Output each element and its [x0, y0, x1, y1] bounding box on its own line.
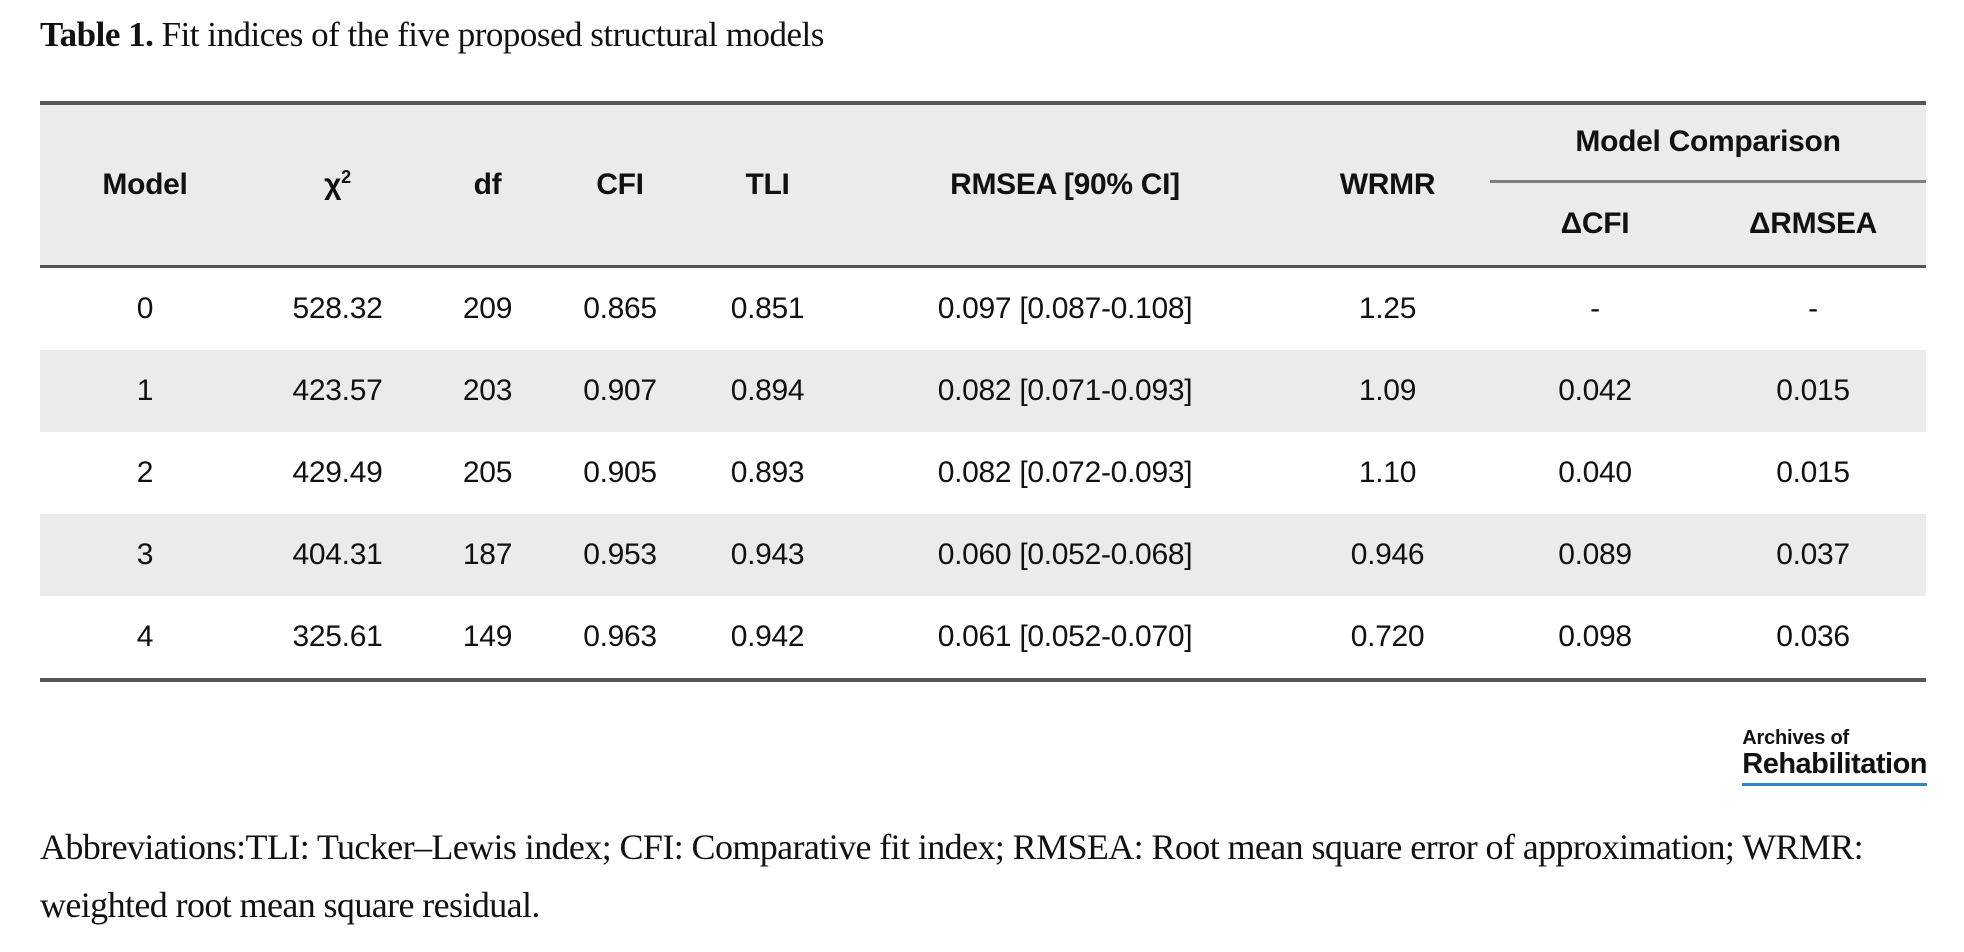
cell-cfi: 0.953: [583, 537, 657, 571]
cell-chi2: 528.32: [292, 291, 383, 325]
cell-df: 209: [462, 291, 513, 325]
cell-model: 1: [136, 373, 154, 407]
cell-dcfi: -: [1590, 291, 1600, 325]
chi-symbol: χ: [324, 167, 342, 201]
table-row: 2 429.49 205 0.905 0.893 0.082 [0.072-0.093] 1…: [40, 432, 1926, 514]
col-header-wrmr: WRMR: [1285, 103, 1490, 268]
col-header-chi2: χ2: [250, 103, 425, 268]
cell-chi2: 423.57: [292, 373, 383, 407]
cell-rmsea: 0.097 [0.087-0.108]: [937, 291, 1193, 325]
cell-rmsea: 0.061 [0.052-0.070]: [937, 619, 1193, 653]
cell-drmsea: 0.015: [1776, 455, 1850, 489]
cell-drmsea: -: [1808, 291, 1818, 325]
cell-df: 205: [462, 455, 513, 489]
abbreviations-note: Abbreviations:TLI: Tucker–Lewis index; C…: [40, 818, 1864, 934]
chi-superscript: 2: [341, 166, 351, 187]
cell-chi2: 429.49: [292, 455, 383, 489]
cell-tli: 0.851: [730, 291, 805, 325]
cell-dcfi: 0.042: [1558, 373, 1632, 407]
col-header-delta-cfi: ΔCFI: [1490, 181, 1700, 268]
table-body: 0 528.32 209 0.865 0.851 0.097 [0.087-0.108] 1…: [40, 266, 1926, 680]
col-header-rmsea: RMSEA [90% CI]: [845, 103, 1285, 268]
col-header-tli: TLI: [690, 103, 845, 268]
header-row-main: Model χ2 df CFI TLI RMSEA [90% CI] WRMR …: [40, 103, 1926, 268]
table-caption: Table 1. Fit indices of the five propose…: [40, 12, 824, 58]
cell-wrmr: 0.946: [1350, 537, 1425, 571]
table-row: 3 404.31 187 0.953 0.943 0.060 [0.052-0.068] 0…: [40, 513, 1926, 596]
cell-cfi: 0.865: [583, 291, 657, 325]
cell-rmsea: 0.082 [0.071-0.093]: [937, 373, 1193, 407]
cell-model: 4: [136, 619, 154, 653]
col-header-model-comparison: Model Comparison: [1490, 103, 1926, 183]
col-header-model: Model: [40, 103, 250, 268]
cell-dcfi: 0.089: [1558, 537, 1632, 571]
header-row-sub: ΔCFI ΔRMSEA: [40, 181, 1926, 268]
table-caption-text: Fit indices of the five proposed structu…: [153, 15, 825, 54]
cell-wrmr: 1.25: [1358, 291, 1417, 325]
cell-tli: 0.943: [730, 537, 805, 571]
cell-model: 3: [136, 537, 154, 571]
cell-df: 149: [462, 619, 513, 653]
table-caption-number: Table 1.: [40, 15, 154, 54]
journal-logo: Archives of Rehabilitation: [1742, 727, 1927, 786]
cell-cfi: 0.907: [583, 373, 657, 407]
cell-cfi: 0.905: [583, 455, 657, 489]
journal-logo-underline: [1742, 783, 1927, 786]
cell-drmsea: 0.015: [1776, 373, 1850, 407]
col-header-cfi: CFI: [550, 103, 690, 268]
cell-tli: 0.942: [730, 619, 805, 653]
col-header-delta-rmsea: ΔRMSEA: [1700, 181, 1926, 268]
cell-dcfi: 0.040: [1558, 455, 1632, 489]
table-header: Model χ2 df CFI TLI RMSEA [90% CI] WRMR …: [40, 103, 1926, 268]
cell-wrmr: 1.10: [1358, 455, 1417, 489]
cell-df: 187: [462, 537, 513, 571]
table-row: 4 325.61 149 0.963 0.942 0.061 [0.052-0.070] 0…: [40, 596, 1926, 680]
abbreviations-line-2: weighted root mean square residual.: [40, 885, 540, 925]
cell-tli: 0.894: [730, 373, 805, 407]
cell-model: 0: [136, 291, 154, 325]
fit-indices-table: Model χ2 df CFI TLI RMSEA [90% CI] WRMR …: [40, 101, 1926, 682]
col-header-df: df: [425, 103, 550, 268]
cell-wrmr: 0.720: [1350, 619, 1425, 653]
cell-rmsea: 0.060 [0.052-0.068]: [937, 537, 1193, 571]
cell-wrmr: 1.09: [1358, 373, 1417, 407]
cell-chi2: 404.31: [292, 537, 383, 571]
cell-rmsea: 0.082 [0.072-0.093]: [937, 455, 1193, 489]
cell-drmsea: 0.037: [1776, 537, 1850, 571]
abbreviations-line-1: Abbreviations:TLI: Tucker–Lewis index; C…: [40, 827, 1864, 867]
cell-df: 203: [462, 373, 513, 407]
cell-cfi: 0.963: [583, 619, 657, 653]
cell-chi2: 325.61: [292, 619, 383, 653]
cell-drmsea: 0.036: [1776, 619, 1850, 653]
cell-dcfi: 0.098: [1558, 619, 1632, 653]
table-row: 1 423.57 203 0.907 0.894 0.082 [0.071-0.093] 1…: [40, 349, 1926, 432]
cell-tli: 0.893: [730, 455, 805, 489]
table-row: 0 528.32 209 0.865 0.851 0.097 [0.087-0.108] 1…: [40, 266, 1926, 350]
cell-model: 2: [136, 455, 154, 489]
journal-logo-rehabilitation: Rehabilitation: [1742, 748, 1927, 780]
journal-logo-archives-of: Archives of: [1742, 727, 1849, 749]
